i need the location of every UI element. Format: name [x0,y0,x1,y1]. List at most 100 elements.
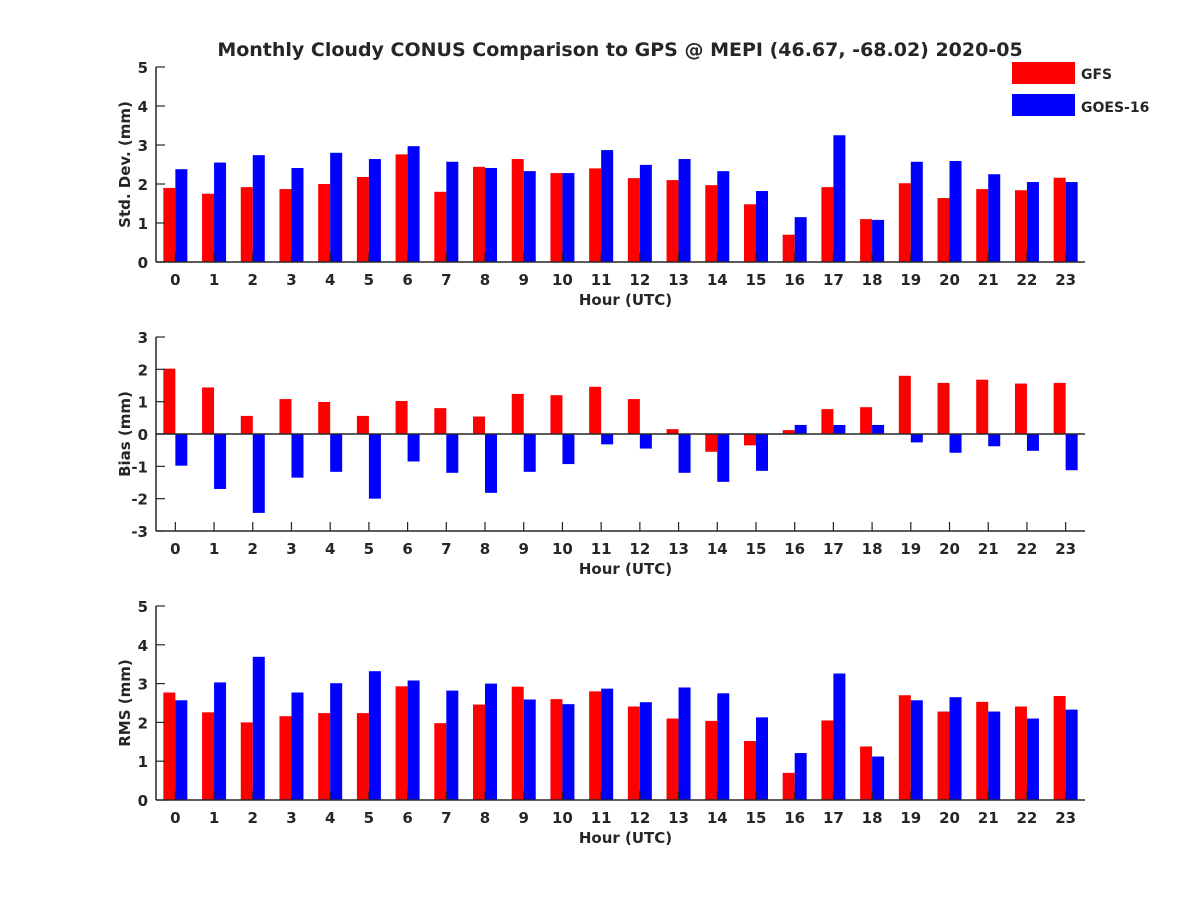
bias-bar-gfs-16 [782,430,795,434]
std-dev-bar-gfs-15 [743,204,756,262]
std-dev-xtick-label-3: 3 [286,271,296,289]
std-dev-bar-goes16-7 [446,161,459,262]
std-dev-xtick-label-14: 14 [707,271,728,289]
std-dev-xtick-label-9: 9 [519,271,529,289]
bias-xtick-label-23: 23 [1055,540,1076,558]
std-dev-xtick-label-19: 19 [900,271,921,289]
bias-xtick-label-11: 11 [591,540,612,558]
std-dev-bar-gfs-11 [589,168,602,262]
bias-bar-gfs-22 [1014,383,1027,434]
bias-bar-gfs-10 [550,395,563,434]
std-dev-ytick-label-3: 3 [138,137,148,155]
rms-ytick-label-3: 3 [138,676,148,694]
std-dev-xtick-label-10: 10 [552,271,573,289]
bias-bar-goes16-16 [794,424,807,434]
std-dev-bar-gfs-16 [782,234,795,262]
std-dev-ytick-label-1: 1 [138,215,148,233]
bias-bar-goes16-0 [175,434,188,466]
rms-bar-gfs-6 [395,686,408,800]
rms-bar-gfs-13 [666,718,679,800]
bias-bar-gfs-11 [589,386,602,434]
bias-xtick-label-0: 0 [170,540,180,558]
rms-bar-goes16-0 [175,700,188,800]
std-dev-xtick-label-5: 5 [364,271,374,289]
rms-bar-goes16-20 [949,697,962,800]
std-dev-xtick-label-6: 6 [402,271,412,289]
rms-bar-gfs-20 [937,711,950,800]
legend-swatch-goes16 [1012,94,1075,116]
std-dev-bar-gfs-22 [1014,190,1027,262]
rms-bar-gfs-22 [1014,706,1027,800]
std-dev-xtick-label-18: 18 [862,271,883,289]
rms-bar-goes16-2 [252,656,265,800]
bias-bar-goes16-19 [910,434,923,443]
std-dev-bar-goes16-21 [988,174,1001,262]
rms-bar-gfs-19 [898,695,911,800]
std-dev-xtick-label-11: 11 [591,271,612,289]
rms-ytick-label-1: 1 [138,753,148,771]
std-dev-bar-gfs-13 [666,180,679,262]
rms-xtick-label-17: 17 [823,809,844,827]
bias-bar-gfs-5 [356,415,369,434]
rms-xtick-label-15: 15 [746,809,767,827]
rms-bar-goes16-15 [755,717,768,800]
std-dev-xtick-label-22: 22 [1017,271,1038,289]
bias-bar-goes16-21 [988,434,1001,447]
rms-ytick-label-2: 2 [138,714,148,732]
rms-bar-gfs-7 [434,723,447,800]
rms-bar-goes16-5 [368,671,381,800]
rms-bar-gfs-15 [743,741,756,800]
rms-xtick-label-3: 3 [286,809,296,827]
std-dev-xtick-label-12: 12 [629,271,650,289]
std-dev-xtick-label-4: 4 [325,271,335,289]
std-dev-bar-gfs-2 [240,187,253,262]
bias-xtick-label-17: 17 [823,540,844,558]
std-dev-bar-goes16-11 [601,150,614,262]
std-dev-bar-goes16-9 [523,171,536,262]
rms-bar-goes16-23 [1065,709,1078,800]
std-dev-bar-goes16-13 [678,159,691,262]
rms-bar-goes16-19 [910,700,923,800]
bias-bar-gfs-18 [860,407,873,434]
std-dev-bar-gfs-3 [279,189,292,262]
bias-bar-goes16-1 [214,434,227,489]
bias-ytick-label-1: 1 [138,394,148,412]
rms-bar-gfs-0 [163,692,176,800]
bias-xtick-label-4: 4 [325,540,335,558]
rms-bar-gfs-8 [473,704,486,800]
std-dev-bar-goes16-8 [485,168,498,262]
bias-xtick-label-15: 15 [746,540,767,558]
rms-xtick-label-14: 14 [707,809,728,827]
std-dev-bar-goes16-15 [755,191,768,262]
rms-bar-goes16-6 [407,680,420,800]
std-dev-bar-goes16-5 [368,159,381,262]
bias-ytick-label-3: 3 [138,329,148,347]
std-dev-ytick-label-4: 4 [138,98,148,116]
bias-xtick-label-12: 12 [629,540,650,558]
std-dev-bar-gfs-6 [395,154,408,262]
rms-bar-gfs-10 [550,699,563,800]
legend-label-goes16: GOES-16 [1081,100,1149,116]
std-dev-xtick-label-23: 23 [1055,271,1076,289]
rms-bar-gfs-17 [821,720,834,800]
bias-xtick-label-3: 3 [286,540,296,558]
bias-bar-goes16-20 [949,434,962,453]
rms-xtick-label-18: 18 [862,809,883,827]
std-dev-bar-gfs-0 [163,187,176,262]
bias-bar-goes16-22 [1026,434,1039,451]
rms-xtick-label-11: 11 [591,809,612,827]
rms-xtick-label-20: 20 [939,809,960,827]
std-dev-bar-gfs-21 [976,189,989,262]
bias-xtick-label-8: 8 [480,540,490,558]
bias-xtick-label-14: 14 [707,540,728,558]
rms-bar-gfs-14 [705,720,718,800]
rms-xtick-label-2: 2 [248,809,258,827]
rms-bar-goes16-18 [872,756,885,800]
std-dev-y-axis-label: Std. Dev. (mm) [116,101,134,228]
legend: GFS GOES-16 [1012,62,1149,116]
bias-bar-goes16-7 [446,434,459,473]
bias-bar-gfs-14 [705,434,718,452]
bias-xtick-label-21: 21 [978,540,999,558]
bias-bar-goes16-3 [291,434,304,478]
